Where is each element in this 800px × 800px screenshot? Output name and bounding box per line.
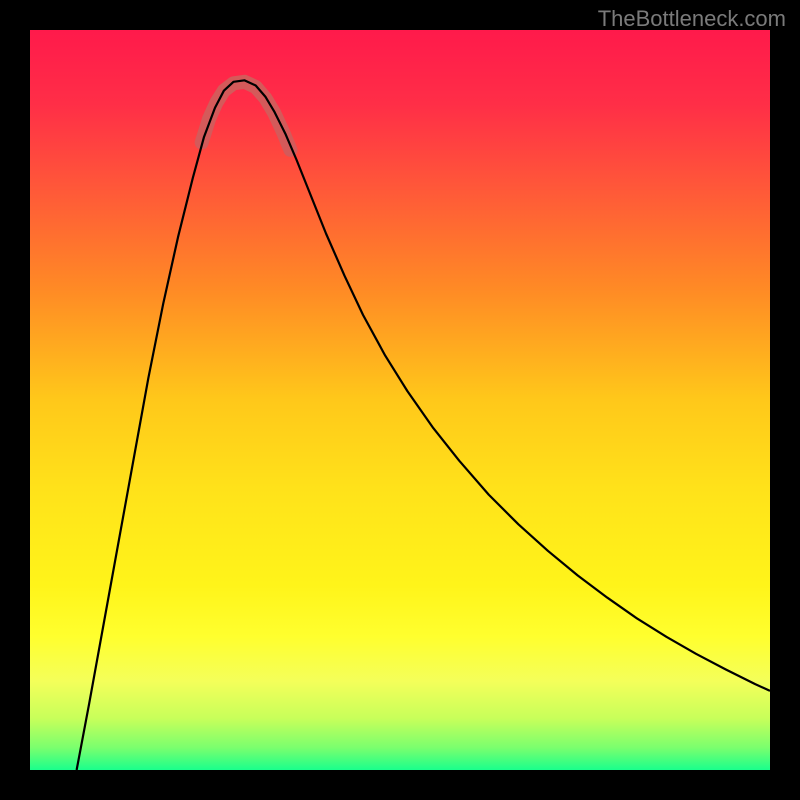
bottleneck-main-curve bbox=[77, 80, 770, 770]
plot-area bbox=[30, 30, 770, 770]
chart-canvas: TheBottleneck.com bbox=[0, 0, 800, 800]
curve-overlay bbox=[30, 30, 770, 770]
watermark-label: TheBottleneck.com bbox=[598, 6, 786, 32]
